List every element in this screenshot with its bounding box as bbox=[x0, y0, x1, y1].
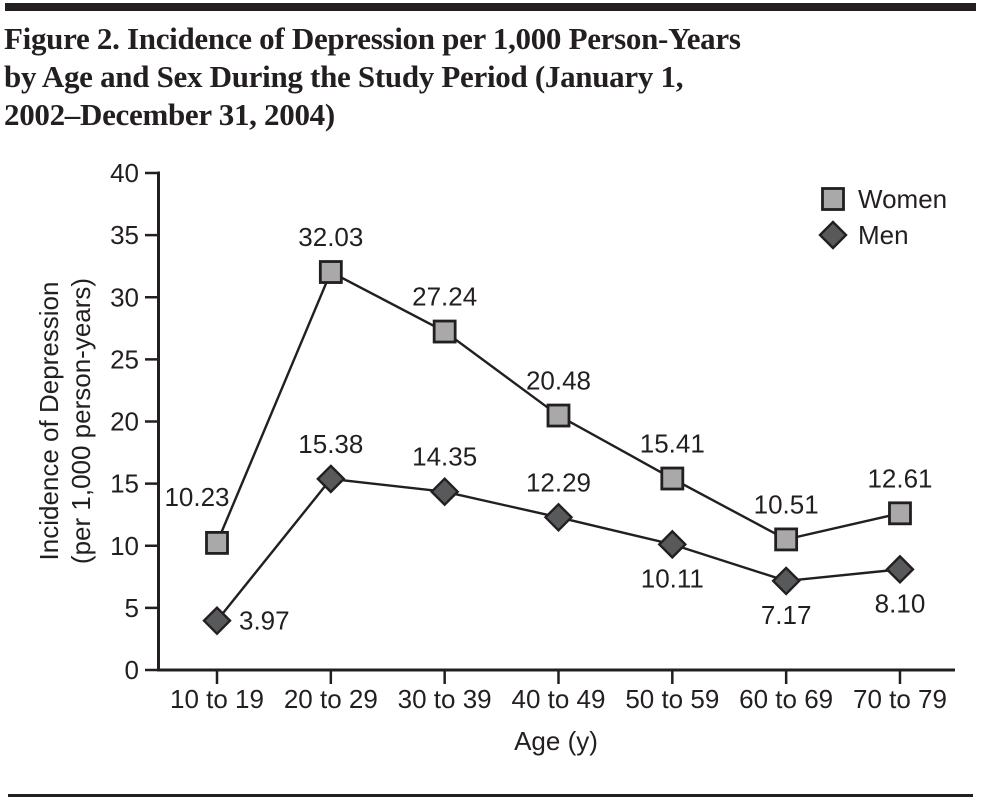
x-tick-label: 40 to 49 bbox=[511, 684, 605, 714]
data-point-marker-women bbox=[660, 466, 685, 491]
x-tick-label: 60 to 69 bbox=[739, 684, 833, 714]
legend-label-men: Men bbox=[858, 220, 909, 250]
data-label-men: 12.29 bbox=[526, 467, 591, 497]
data-point-marker-women bbox=[432, 319, 457, 344]
figure-title-line-3: 2002–December 31, 2004) bbox=[4, 97, 335, 132]
data-point-marker-men bbox=[885, 554, 915, 585]
data-point-marker-women bbox=[318, 260, 343, 284]
data-point-marker-men bbox=[202, 605, 232, 636]
data-label-men: 8.10 bbox=[875, 588, 926, 618]
data-label-women: 20.48 bbox=[526, 366, 591, 396]
bottom-rule bbox=[8, 794, 973, 797]
data-point-marker-men bbox=[429, 477, 460, 507]
x-tick-label: 20 to 29 bbox=[284, 684, 378, 714]
data-label-men: 15.38 bbox=[298, 429, 363, 459]
data-label-women: 12.61 bbox=[867, 463, 932, 493]
x-tick-label: 70 to 79 bbox=[853, 684, 947, 714]
data-label-women: 15.41 bbox=[640, 429, 705, 459]
data-label-men: 3.97 bbox=[239, 606, 290, 636]
y-tick-label: 0 bbox=[125, 655, 139, 685]
y-axis-title-line-1: Incidence of Depression bbox=[34, 282, 64, 561]
data-point-marker-men bbox=[771, 566, 801, 596]
data-label-men: 10.11 bbox=[641, 563, 704, 593]
y-tick-label: 35 bbox=[110, 220, 139, 250]
x-tick-label: 30 to 39 bbox=[398, 684, 492, 714]
y-tick-label: 40 bbox=[110, 158, 139, 188]
data-label-women: 32.03 bbox=[298, 222, 363, 252]
figure-title-line-1: Figure 2. Incidence of Depression per 1,… bbox=[4, 21, 741, 56]
y-tick-label: 20 bbox=[110, 407, 139, 437]
y-tick-label: 5 bbox=[125, 593, 139, 623]
y-tick-label: 30 bbox=[110, 282, 139, 312]
data-point-marker-women bbox=[774, 527, 799, 552]
x-axis-title: Age (y) bbox=[514, 726, 598, 756]
data-label-women: 10.23 bbox=[164, 482, 229, 512]
legend-label-women: Women bbox=[858, 184, 947, 214]
data-label-women: 27.24 bbox=[412, 282, 477, 312]
figure-title: Figure 2. Incidence of Depression per 1,… bbox=[4, 20, 964, 134]
y-tick-label: 15 bbox=[110, 469, 139, 499]
data-label-men: 14.35 bbox=[412, 442, 477, 472]
figure-title-line-2: by Age and Sex During the Study Period (… bbox=[4, 59, 684, 94]
x-tick-label: 50 to 59 bbox=[625, 684, 719, 714]
data-point-marker-women bbox=[546, 403, 571, 428]
y-tick-label: 10 bbox=[110, 531, 139, 561]
data-point-marker-men bbox=[316, 464, 346, 494]
data-point-marker-men bbox=[657, 529, 688, 560]
y-tick-label: 25 bbox=[110, 344, 139, 374]
top-rule bbox=[5, 3, 976, 11]
data-label-women: 10.51 bbox=[754, 489, 819, 519]
legend-marker-men bbox=[818, 220, 848, 250]
data-point-marker-women bbox=[205, 530, 229, 555]
legend-marker-women bbox=[821, 187, 845, 211]
data-label-men: 7.17 bbox=[761, 600, 812, 630]
x-tick-label: 10 to 19 bbox=[170, 684, 264, 714]
y-axis-title-line-2: (per 1,000 person-years) bbox=[66, 278, 96, 564]
data-point-marker-men bbox=[543, 502, 574, 532]
data-point-marker-women bbox=[888, 501, 912, 526]
